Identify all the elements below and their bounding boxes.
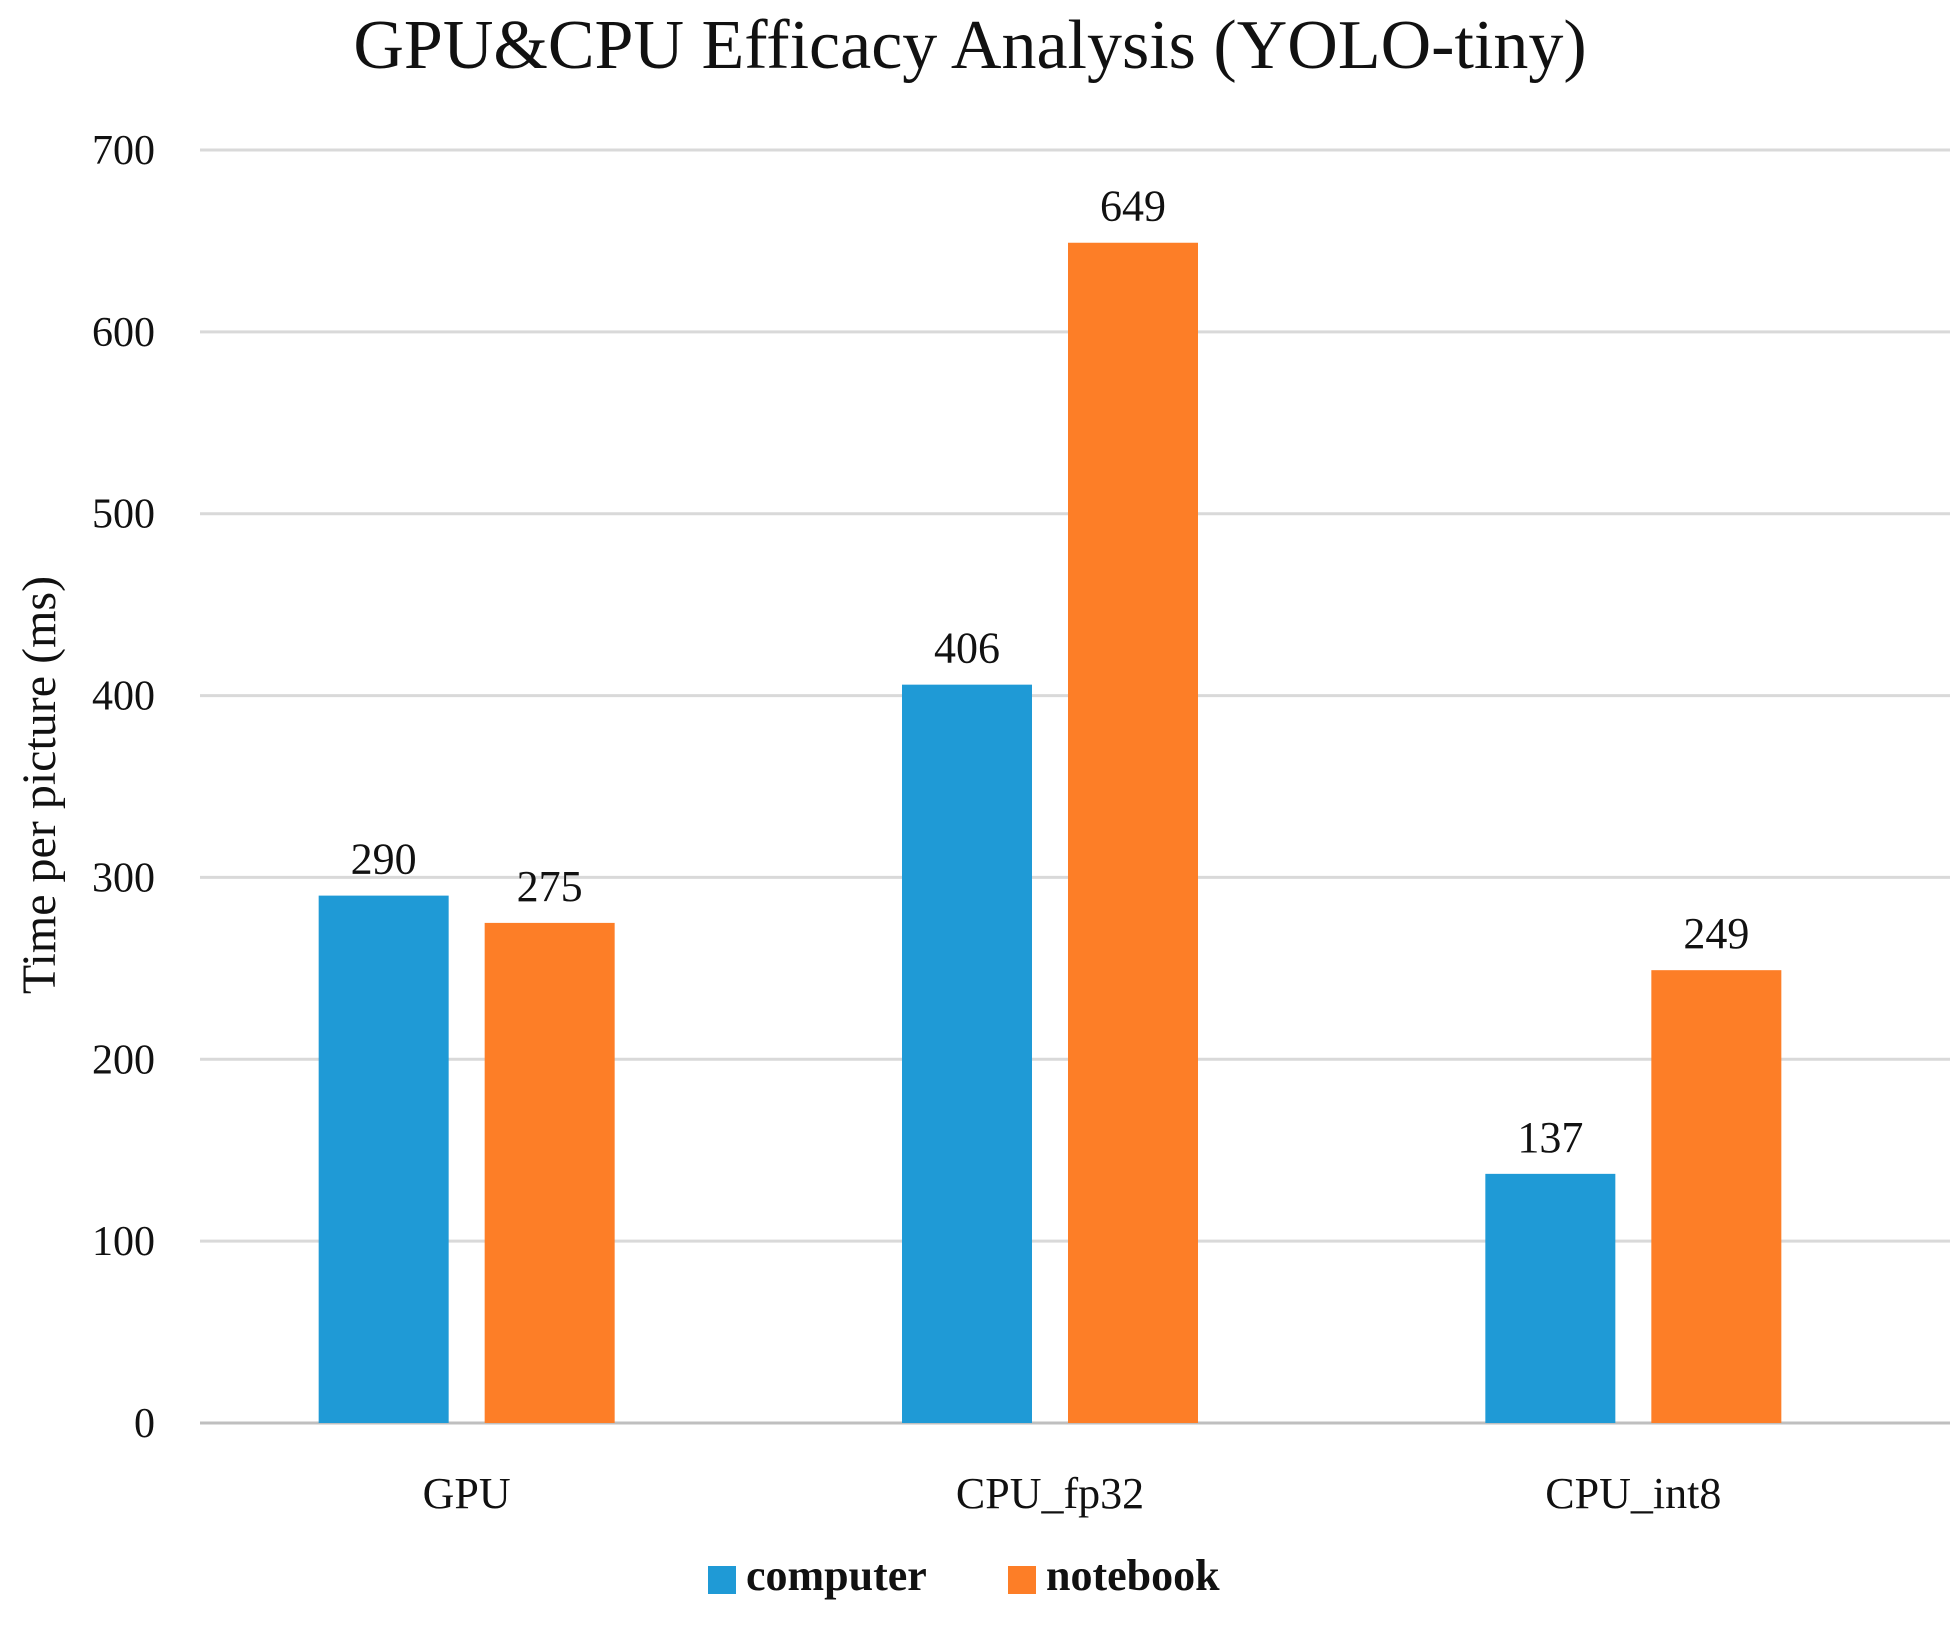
- x-category-label: GPU: [423, 1469, 511, 1518]
- bar-notebook-GPU: [484, 922, 615, 1423]
- bar-notebook-CPU_int8: [1651, 970, 1782, 1423]
- x-axis-categories: GPU CPU_fp32 CPU_int8: [423, 1469, 1722, 1518]
- x-category-label: CPU_fp32: [956, 1469, 1144, 1518]
- data-label-computer-GPU: 290: [351, 835, 417, 884]
- y-tick-label: 500: [92, 492, 155, 538]
- data-label-computer-CPU_int8: 137: [1517, 1113, 1583, 1162]
- y-tick-label: 0: [134, 1401, 155, 1447]
- y-tick-label: 300: [92, 855, 155, 901]
- bar-computer-GPU: [318, 895, 449, 1423]
- data-labels: 290 275 406 649 137 249: [351, 182, 1750, 1162]
- x-category-label: CPU_int8: [1545, 1469, 1721, 1518]
- bars: [318, 242, 1782, 1423]
- data-label-computer-CPU_fp32: 406: [934, 624, 1000, 673]
- data-label-notebook-CPU_fp32: 649: [1100, 182, 1166, 231]
- chart-title: GPU&CPU Efficacy Analysis (YOLO-tiny): [353, 7, 1586, 84]
- legend-swatch-computer: [708, 1566, 736, 1594]
- y-tick-label: 600: [92, 310, 155, 356]
- legend-label-notebook: notebook: [1046, 1551, 1220, 1600]
- y-tick-label: 100: [92, 1219, 155, 1265]
- legend-swatch-notebook: [1008, 1566, 1036, 1594]
- y-tick-label: 200: [92, 1037, 155, 1083]
- y-tick-label: 400: [92, 674, 155, 720]
- bar-computer-CPU_int8: [1485, 1173, 1616, 1423]
- y-axis-title: Time per picture (ms): [13, 576, 66, 994]
- data-label-notebook-CPU_int8: 249: [1683, 909, 1749, 958]
- y-axis-ticks: 0 100 200 300 400 500 600 700: [92, 128, 155, 1447]
- data-label-notebook-GPU: 275: [517, 862, 583, 911]
- bar-computer-CPU_fp32: [902, 684, 1032, 1423]
- y-tick-label: 700: [92, 128, 155, 174]
- bar-notebook-CPU_fp32: [1068, 242, 1198, 1423]
- legend-label-computer: computer: [746, 1551, 927, 1600]
- legend: computer notebook: [708, 1551, 1220, 1600]
